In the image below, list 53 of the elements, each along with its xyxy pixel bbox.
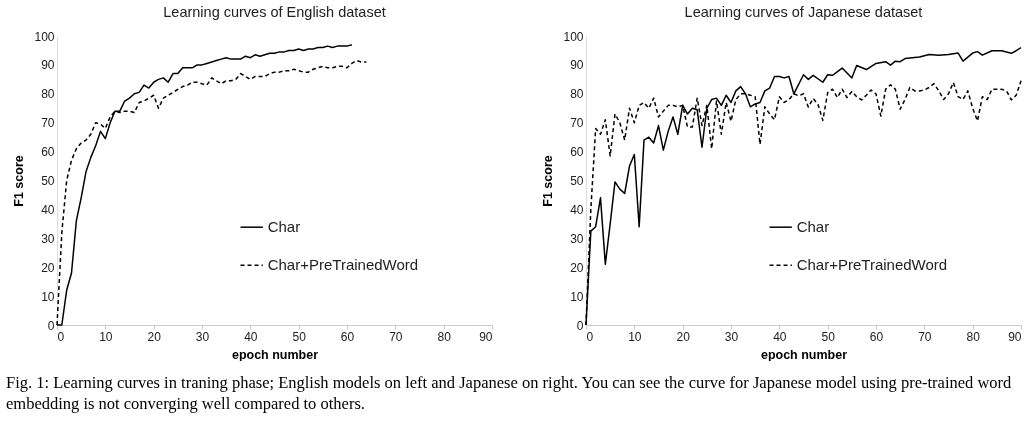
y-tick-label: 70 — [41, 116, 55, 131]
x-tick-label: 60 — [869, 329, 884, 344]
x-tick-label: 50 — [292, 329, 307, 344]
x-tick-label: 0 — [586, 329, 594, 344]
legend-label: Char — [796, 218, 830, 236]
y-tick-label: 0 — [576, 318, 584, 333]
y-tick-label: 80 — [41, 87, 55, 102]
y-tick-label: 70 — [570, 116, 584, 131]
x-tick-label: 30 — [195, 329, 210, 344]
x-tick-label: 80 — [437, 329, 452, 344]
x-tick-label: 80 — [966, 329, 981, 344]
y-tick-label: 90 — [41, 58, 55, 73]
x-tick-label: 10 — [99, 329, 113, 344]
x-tick-label: 70 — [389, 329, 403, 344]
x-tick-label: 60 — [340, 329, 355, 344]
x-tick-label: 40 — [773, 329, 787, 344]
x-tick-label: 40 — [244, 329, 258, 344]
y-tick-label: 80 — [570, 87, 584, 102]
caption: Fig. 1: Learning curves in traning phase; English models on left and Japanese on right. You can see the curve for Japanese model using pre-trained word embedding is not converging well compared to others. — [6, 372, 1013, 414]
y-tick-label: 90 — [570, 58, 584, 73]
y-tick-label: 100 — [34, 29, 55, 44]
x-tick-label: 70 — [918, 329, 932, 344]
y-tick-label: 50 — [570, 174, 584, 188]
chart-title: Learning curves of English dataset — [163, 3, 386, 20]
x-tick-label: 0 — [57, 329, 65, 344]
y-tick-label: 30 — [41, 231, 55, 246]
y-tick-label: 40 — [570, 202, 584, 217]
y-tick-label: 50 — [41, 174, 55, 188]
x-tick-label: 10 — [628, 329, 642, 344]
y-tick-label: 60 — [41, 145, 55, 160]
y-tick-label: 10 — [41, 289, 55, 304]
chart-title: Learning curves of Japanese dataset — [684, 3, 923, 20]
x-tick-label: 90 — [1008, 329, 1022, 344]
y-tick-label: 30 — [570, 231, 584, 246]
y-tick-label: 10 — [570, 289, 584, 304]
y-axis-title: F1 score — [12, 155, 27, 207]
y-tick-label: 0 — [47, 318, 55, 333]
x-tick-label: 20 — [676, 329, 691, 344]
x-axis-title: epoch number — [760, 347, 848, 362]
y-tick-label: 100 — [563, 29, 584, 44]
legend-label: Char+PreTrainedWord — [267, 256, 419, 274]
y-tick-label: 40 — [41, 202, 55, 217]
y-tick-label: 60 — [570, 145, 584, 160]
x-axis-title: epoch number — [231, 347, 319, 362]
y-tick-label: 20 — [41, 260, 55, 275]
x-tick-label: 20 — [147, 329, 162, 344]
x-tick-label: 30 — [724, 329, 739, 344]
x-tick-label: 50 — [821, 329, 836, 344]
legend-label: Char+PreTrainedWord — [796, 256, 948, 274]
y-tick-label: 20 — [570, 260, 584, 275]
y-axis-title: F1 score — [541, 155, 556, 207]
legend-label: Char — [267, 218, 301, 236]
x-tick-label: 90 — [479, 329, 493, 344]
